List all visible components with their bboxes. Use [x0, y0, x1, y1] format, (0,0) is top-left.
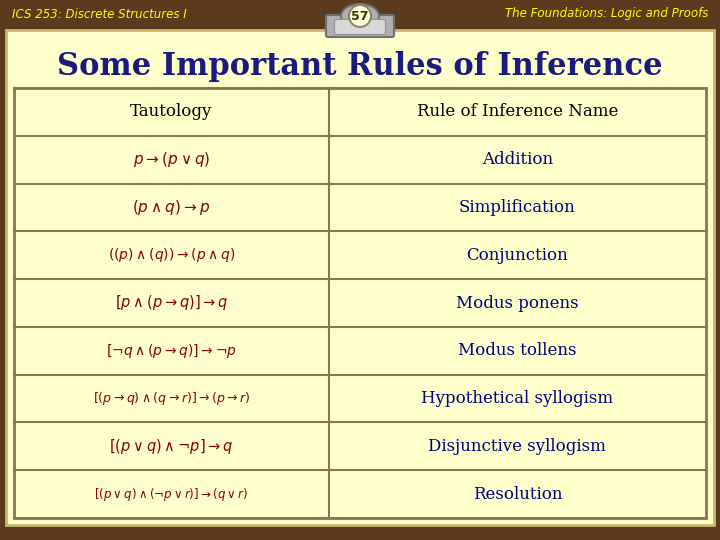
Text: ICS 253: Discrete Structures I: ICS 253: Discrete Structures I [12, 8, 186, 21]
Circle shape [349, 5, 371, 27]
Text: $((p)\wedge(q))\rightarrow(p\wedge q)$: $((p)\wedge(q))\rightarrow(p\wedge q)$ [108, 246, 235, 264]
Text: $[{\neg}q\wedge(p\rightarrow q)]\rightarrow{\neg}p$: $[{\neg}q\wedge(p\rightarrow q)]\rightar… [106, 342, 237, 360]
Text: Simplification: Simplification [459, 199, 576, 216]
Text: Modus ponens: Modus ponens [456, 294, 579, 312]
Text: The Foundations: Logic and Proofs: The Foundations: Logic and Proofs [505, 8, 708, 21]
Text: $[(p\rightarrow q)\wedge(q\rightarrow r)]\rightarrow(p\rightarrow r)$: $[(p\rightarrow q)\wedge(q\rightarrow r)… [93, 390, 250, 407]
Text: Some Important Rules of Inference: Some Important Rules of Inference [57, 51, 663, 83]
Text: Tautology: Tautology [130, 103, 212, 120]
Text: Rule of Inference Name: Rule of Inference Name [417, 103, 618, 120]
Text: Disjunctive syllogism: Disjunctive syllogism [428, 438, 606, 455]
Ellipse shape [348, 9, 372, 23]
Text: Conjunction: Conjunction [467, 247, 568, 264]
Text: $[p\wedge(p\rightarrow q)]\rightarrow q$: $[p\wedge(p\rightarrow q)]\rightarrow q$ [114, 294, 228, 313]
Text: $(p\wedge q)\rightarrow p$: $(p\wedge q)\rightarrow p$ [132, 198, 210, 217]
Text: 57: 57 [351, 10, 369, 23]
Text: $[(p\vee q)\wedge({\neg}p\vee r)]\rightarrow(q\vee r)$: $[(p\vee q)\wedge({\neg}p\vee r)]\righta… [94, 485, 248, 503]
FancyBboxPatch shape [335, 19, 385, 35]
Text: Modus tollens: Modus tollens [458, 342, 577, 359]
Text: $[(p\vee q)\wedge{\neg}p]\rightarrow q$: $[(p\vee q)\wedge{\neg}p]\rightarrow q$ [109, 437, 234, 456]
Bar [14, 88, 706, 518]
Text: $p \rightarrow(p\vee q)$: $p \rightarrow(p\vee q)$ [132, 150, 210, 169]
Text: Hypothetical syllogism: Hypothetical syllogism [421, 390, 613, 407]
FancyBboxPatch shape [326, 15, 394, 37]
Text: Resolution: Resolution [473, 485, 562, 503]
Text: Addition: Addition [482, 151, 553, 168]
Ellipse shape [341, 4, 379, 28]
